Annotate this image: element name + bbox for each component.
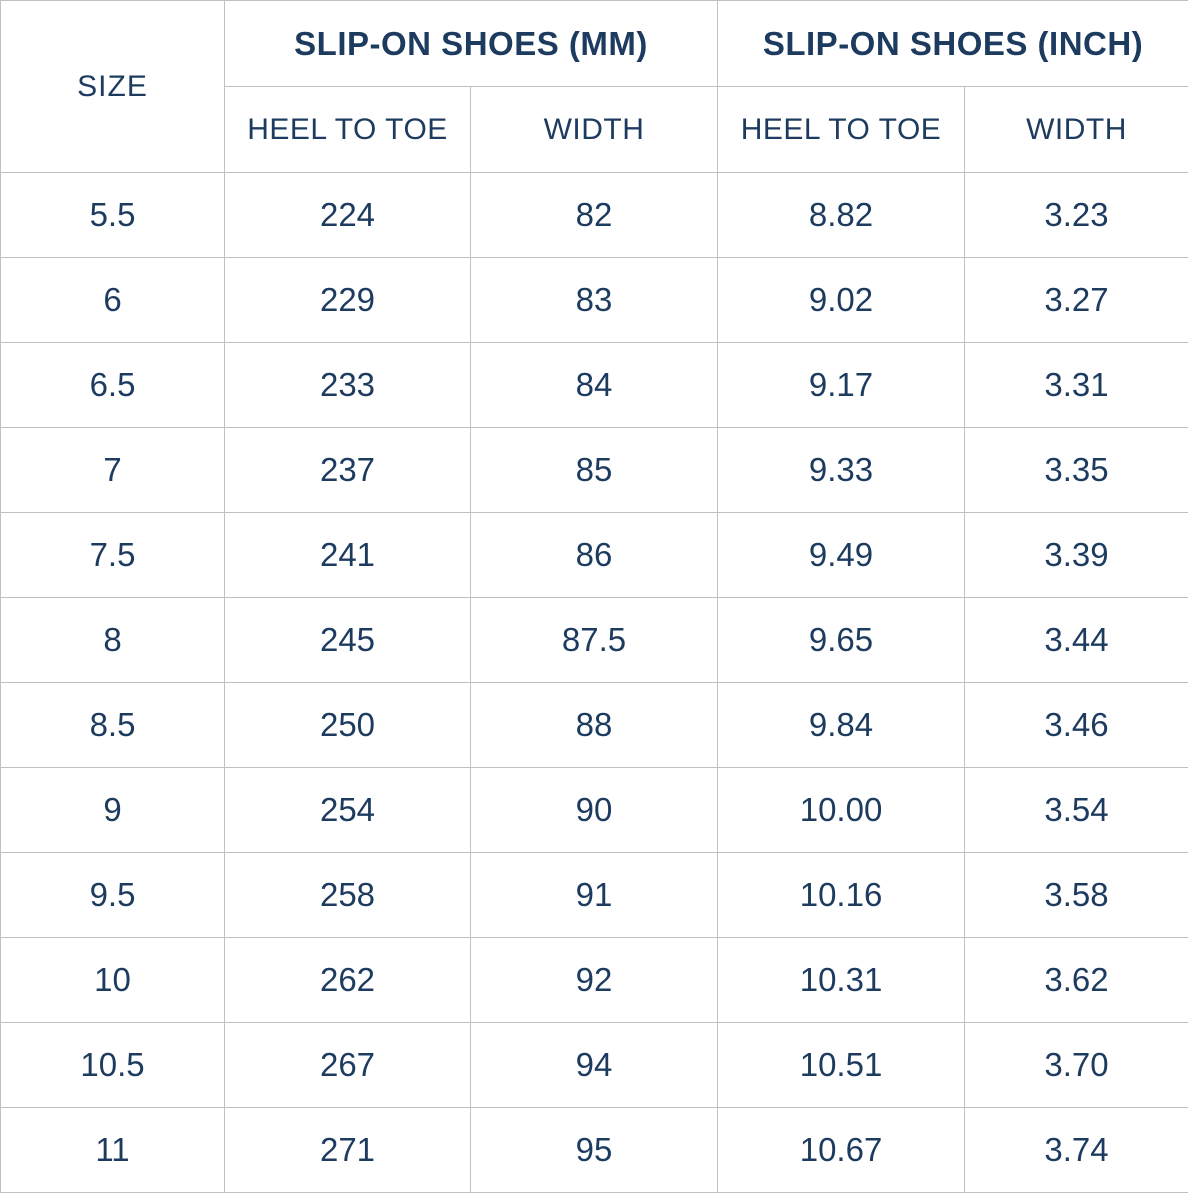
group-header-mm: SLIP-ON SHOES (MM) — [223, 0, 719, 87]
table-row: 9 254 90 10.00 3.54 — [0, 767, 1188, 853]
cell-size: 10 — [0, 937, 225, 1023]
cell-mm-width: 88 — [469, 682, 719, 768]
table-row: 11 271 95 10.67 3.74 — [0, 1107, 1188, 1193]
group-header-row: SIZE SLIP-ON SHOES (MM) SLIP-ON SHOES (I… — [0, 0, 1188, 173]
cell-size: 7.5 — [0, 512, 225, 598]
table-row: 8 245 87.5 9.65 3.44 — [0, 597, 1188, 683]
cell-inch-width: 3.35 — [964, 427, 1188, 513]
cell-mm-width: 82 — [469, 172, 719, 258]
cell-mm-width: 92 — [469, 937, 719, 1023]
cell-mm-width: 94 — [469, 1022, 719, 1108]
cell-inch-heel-to-toe: 10.51 — [717, 1022, 966, 1108]
cell-mm-width: 83 — [469, 257, 719, 343]
cell-mm-heel-to-toe: 229 — [224, 257, 471, 343]
cell-mm-width: 90 — [469, 767, 719, 853]
cell-inch-width: 3.74 — [964, 1107, 1188, 1193]
cell-inch-width: 3.23 — [964, 172, 1188, 258]
cell-mm-heel-to-toe: 233 — [224, 342, 471, 428]
cell-inch-heel-to-toe: 9.84 — [717, 682, 966, 768]
table-row: 10 262 92 10.31 3.62 — [0, 937, 1188, 1023]
cell-inch-heel-to-toe: 9.65 — [717, 597, 966, 683]
cell-inch-heel-to-toe: 9.02 — [717, 257, 966, 343]
cell-size: 6 — [0, 257, 225, 343]
sub-header-row: HEEL TO TOE WIDTH HEEL TO TOE WIDTH — [1, 86, 1188, 173]
cell-inch-width: 3.27 — [964, 257, 1188, 343]
cell-mm-width: 87.5 — [469, 597, 719, 683]
cell-inch-width: 3.58 — [964, 852, 1188, 938]
group-header-inch: SLIP-ON SHOES (INCH) — [717, 0, 1188, 87]
cell-inch-heel-to-toe: 9.49 — [717, 512, 966, 598]
cell-mm-heel-to-toe: 262 — [224, 937, 471, 1023]
cell-mm-heel-to-toe: 250 — [224, 682, 471, 768]
cell-mm-width: 85 — [469, 427, 719, 513]
table-row: 6.5 233 84 9.17 3.31 — [0, 342, 1188, 428]
table-row: 7.5 241 86 9.49 3.39 — [0, 512, 1188, 598]
cell-mm-heel-to-toe: 237 — [224, 427, 471, 513]
subheader-mm-width: WIDTH — [469, 86, 719, 173]
cell-inch-heel-to-toe: 10.00 — [717, 767, 966, 853]
cell-inch-heel-to-toe: 10.31 — [717, 937, 966, 1023]
cell-size: 8.5 — [0, 682, 225, 768]
subheader-inch-heel-to-toe: HEEL TO TOE — [717, 86, 966, 173]
subheader-inch-width: WIDTH — [964, 86, 1188, 173]
cell-size: 9.5 — [0, 852, 225, 938]
cell-inch-width: 3.44 — [964, 597, 1188, 683]
cell-mm-heel-to-toe: 271 — [224, 1107, 471, 1193]
cell-inch-width: 3.54 — [964, 767, 1188, 853]
cell-inch-heel-to-toe: 10.67 — [717, 1107, 966, 1193]
table-row: 8.5 250 88 9.84 3.46 — [0, 682, 1188, 768]
cell-inch-width: 3.46 — [964, 682, 1188, 768]
cell-size: 6.5 — [0, 342, 225, 428]
subheader-mm-heel-to-toe: HEEL TO TOE — [224, 86, 471, 173]
cell-size: 10.5 — [0, 1022, 225, 1108]
cell-mm-heel-to-toe: 224 — [224, 172, 471, 258]
size-column-header: SIZE — [0, 0, 225, 173]
cell-mm-heel-to-toe: 267 — [224, 1022, 471, 1108]
cell-size: 8 — [0, 597, 225, 683]
cell-mm-width: 95 — [469, 1107, 719, 1193]
cell-inch-heel-to-toe: 8.82 — [717, 172, 966, 258]
cell-mm-width: 86 — [469, 512, 719, 598]
cell-mm-width: 91 — [469, 852, 719, 938]
cell-size: 5.5 — [0, 172, 225, 258]
table-row: 5.5 224 82 8.82 3.23 — [0, 172, 1188, 258]
cell-inch-heel-to-toe: 9.17 — [717, 342, 966, 428]
cell-mm-heel-to-toe: 254 — [224, 767, 471, 853]
cell-inch-width: 3.39 — [964, 512, 1188, 598]
cell-inch-width: 3.62 — [964, 937, 1188, 1023]
cell-size: 7 — [0, 427, 225, 513]
cell-mm-heel-to-toe: 258 — [224, 852, 471, 938]
cell-size: 11 — [0, 1107, 225, 1193]
cell-inch-heel-to-toe: 10.16 — [717, 852, 966, 938]
table-row: 10.5 267 94 10.51 3.70 — [0, 1022, 1188, 1108]
cell-inch-width: 3.31 — [964, 342, 1188, 428]
table-row: 9.5 258 91 10.16 3.58 — [0, 852, 1188, 938]
cell-inch-width: 3.70 — [964, 1022, 1188, 1108]
table-row: 6 229 83 9.02 3.27 — [0, 257, 1188, 343]
cell-mm-heel-to-toe: 241 — [224, 512, 471, 598]
cell-size: 9 — [0, 767, 225, 853]
cell-inch-heel-to-toe: 9.33 — [717, 427, 966, 513]
cell-mm-heel-to-toe: 245 — [224, 597, 471, 683]
table-row: 7 237 85 9.33 3.35 — [0, 427, 1188, 513]
cell-mm-width: 84 — [469, 342, 719, 428]
